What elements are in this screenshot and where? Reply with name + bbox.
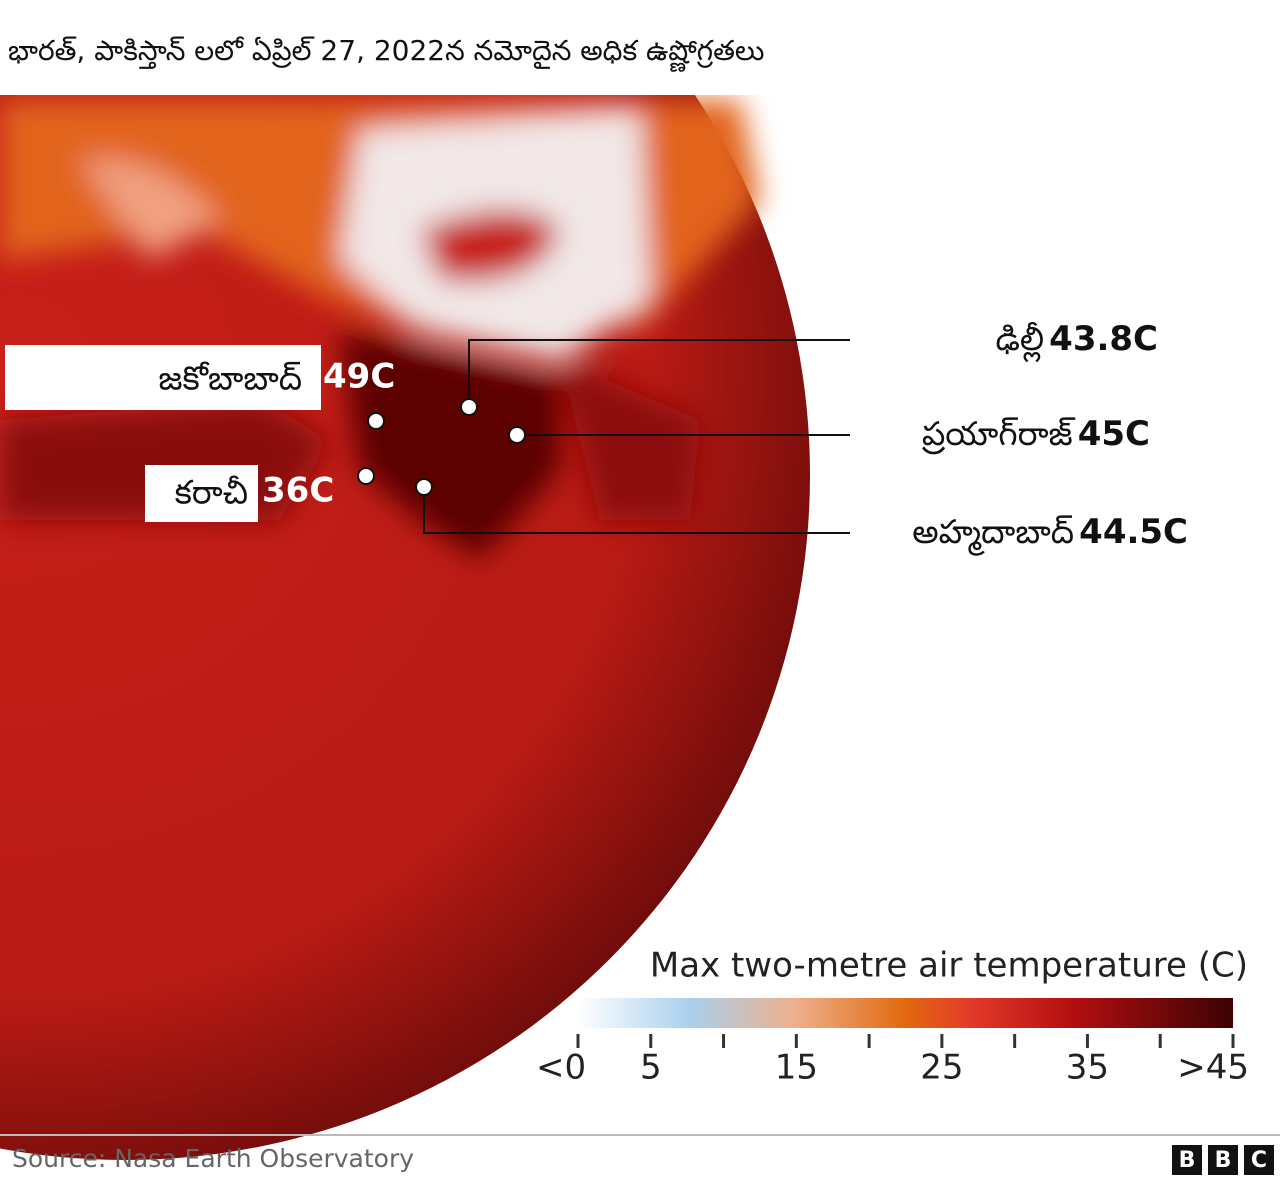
city-temp: 44.5C: [1079, 512, 1188, 552]
city-name: కరాచీ: [175, 473, 248, 512]
city-label: అహ్మదాబాద్ 44.5C: [912, 512, 1188, 556]
city-name: ప్రయాగ్‌రాజ్: [921, 414, 1075, 455]
logo-letter: C: [1251, 1148, 1267, 1173]
city-name: ఢిల్లీ: [995, 319, 1044, 363]
source: Source: Nasa Earth Observatory: [12, 1144, 414, 1173]
logo-letter: B: [1215, 1148, 1232, 1173]
globe: [0, 95, 810, 1160]
leader-lines: [423, 339, 850, 534]
label-box: [5, 345, 321, 410]
city-temp: 36C: [262, 471, 334, 511]
city-temp: 49C: [323, 357, 395, 397]
city-temp: 43.8C: [1049, 319, 1158, 359]
label-box: [145, 465, 258, 522]
city-label: ఢిల్లీ 43.8C: [995, 319, 1158, 363]
legend-ticks: <0 5 15 25 35 >45: [536, 1034, 1249, 1088]
bbc-logo: B B C: [1172, 1145, 1274, 1175]
tick-label: 35: [1066, 1048, 1109, 1088]
tick-label: 25: [920, 1048, 963, 1088]
tick-label: >45: [1177, 1048, 1249, 1088]
city-temp: 45C: [1078, 414, 1150, 454]
title: భారత్, పాకిస్తాన్ లలో ఏప్రిల్ 27, 2022న …: [8, 34, 764, 72]
legend-title: Max two-metre air temperature (C): [650, 946, 1248, 986]
city-name: జకోబాబాద్: [158, 359, 302, 398]
city-name: అహ్మదాబాద్: [912, 512, 1074, 556]
logo-letter: B: [1179, 1148, 1196, 1173]
tick-label: 15: [775, 1048, 818, 1088]
city-label: ప్రయాగ్‌రాజ్ 45C: [921, 414, 1150, 455]
tick-label: 5: [640, 1048, 662, 1088]
city-dots: [357, 398, 526, 496]
tick-label: <0: [536, 1048, 586, 1088]
color-scale: [578, 998, 1233, 1028]
